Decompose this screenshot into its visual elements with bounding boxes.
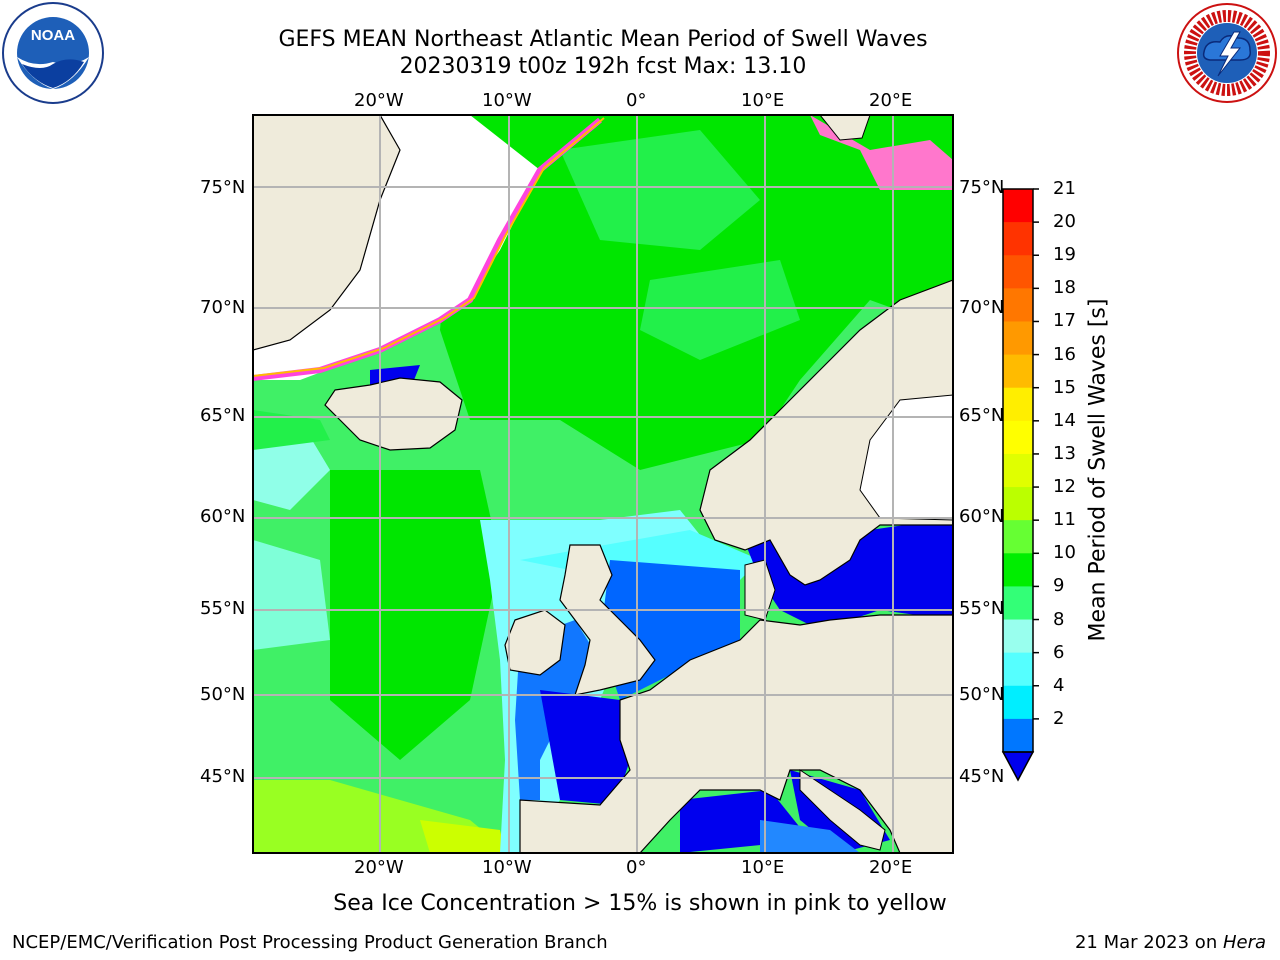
swell-zone-cyan-west	[253, 540, 330, 650]
land-ireland	[504, 609, 566, 676]
colorbar-tick-label: 11	[1053, 509, 1076, 531]
colorbar-segment	[1003, 387, 1033, 422]
colorbar-frame	[1002, 188, 1034, 753]
noaa-logo-text: NOAA	[31, 27, 75, 44]
lon-label-bottom-0: 0°	[626, 857, 647, 878]
sea-ice-note: Sea Ice Concentration > 15% is shown in …	[333, 891, 947, 916]
lat-label-left-55n: 55°N	[200, 598, 246, 619]
colorbar-tick-label: 14	[1053, 409, 1076, 431]
sea-ice-svalbard	[810, 115, 953, 190]
colorbar-tick-label: 21	[1053, 178, 1076, 199]
colorbar-tick-label: 4	[1053, 674, 1065, 696]
colorbar-segment	[1003, 288, 1033, 322]
colorbar-tick-label: 20	[1053, 211, 1076, 233]
colorbar-tick-label: 12	[1053, 476, 1076, 498]
swell-zone-yellow	[420, 820, 505, 853]
lat-label-right-60n: 60°N	[959, 506, 1005, 527]
lon-label-top-20w: 20°W	[354, 90, 404, 111]
lat-label-left-45n: 45°N	[200, 766, 246, 787]
swell-zone-green-mid	[330, 470, 500, 760]
lon-label-top-0: 0°	[626, 90, 647, 111]
lon-label-bottom-20e: 20°E	[869, 857, 913, 878]
colorbar-segment	[1003, 487, 1033, 521]
colorbar	[1001, 188, 1039, 782]
lon-label-bottom-10w: 10°W	[482, 857, 532, 878]
lat-label-left-60n: 60°N	[200, 506, 246, 527]
footer-date: 21 Mar 2023 on Hera	[1075, 932, 1266, 953]
noaa-logo: NOAA	[2, 2, 104, 104]
colorbar-tick-label: 15	[1053, 376, 1076, 398]
swell-patch	[640, 260, 800, 360]
lon-label-bottom-10e: 10°E	[741, 857, 785, 878]
colorbar-segment	[1003, 354, 1033, 389]
colorbar-segment	[1003, 453, 1033, 488]
footer-credit: NCEP/EMC/Verification Post Processing Pr…	[12, 932, 608, 953]
swell-patch	[253, 410, 330, 450]
lon-label-bottom-20w: 20°W	[354, 857, 404, 878]
colorbar-segment	[1003, 255, 1033, 289]
lat-label-left-75n: 75°N	[200, 177, 246, 198]
lon-label-top-10w: 10°W	[482, 90, 532, 111]
lat-label-right-75n: 75°N	[959, 177, 1005, 198]
land-europe	[519, 614, 953, 853]
colorbar-extend-arrow	[1001, 751, 1035, 782]
colorbar-segment	[1003, 420, 1033, 455]
land-finland-nodata	[859, 394, 953, 521]
swell-zone-blue-tyrrhenian	[760, 820, 860, 853]
colorbar-tick-label: 17	[1053, 310, 1076, 332]
lat-label-right-45n: 45°N	[959, 766, 1005, 787]
colorbar-segment	[1003, 222, 1033, 256]
land-greenland	[253, 115, 401, 351]
land-italy	[799, 769, 886, 851]
colorbar-segment	[1003, 321, 1033, 356]
colorbar-tick-label: 18	[1053, 277, 1076, 299]
colorbar-segment	[1003, 619, 1033, 654]
footer-host: Hera	[1222, 932, 1266, 953]
lon-label-top-10e: 10°E	[741, 90, 785, 111]
graticule	[253, 115, 953, 853]
colorbar-tick-label: 19	[1053, 244, 1076, 266]
map-area	[253, 115, 953, 853]
colorbar-tick-label: 16	[1053, 343, 1076, 365]
map-frame	[252, 114, 954, 854]
colorbar-tick-label: 10	[1053, 542, 1076, 564]
colorbar-tick-label: 13	[1053, 442, 1076, 464]
colorbar-segment	[1003, 189, 1033, 223]
colorbar-segment	[1003, 520, 1033, 554]
colorbar-segment	[1003, 553, 1033, 587]
lat-label-right-50n: 50°N	[959, 684, 1005, 705]
lat-label-right-70n: 70°N	[959, 297, 1005, 318]
colorbar-tick-label: 2	[1053, 707, 1065, 729]
colorbar-segment	[1003, 652, 1033, 687]
chart-subtitle: 20230319 t00z 192h fcst Max: 13.10	[399, 54, 807, 79]
land-denmark	[744, 559, 776, 621]
colorbar-segment	[1003, 685, 1033, 720]
lon-label-top-20e: 20°E	[869, 90, 913, 111]
lat-label-right-65n: 65°N	[959, 405, 1005, 426]
colorbar-tick-label: 6	[1053, 641, 1065, 663]
colorbar-tick-label: 9	[1053, 575, 1065, 597]
colorbar-tick-label: 8	[1053, 608, 1065, 630]
land-svalbard	[819, 115, 871, 141]
colorbar-segment	[1003, 586, 1033, 621]
colorbar-segment	[1003, 718, 1033, 753]
nws-logo	[1177, 3, 1277, 103]
lat-label-left-65n: 65°N	[200, 405, 246, 426]
swell-patch	[560, 130, 760, 250]
footer-date-text: 21 Mar 2023 on	[1074, 932, 1223, 953]
chart-title: GEFS MEAN Northeast Atlantic Mean Period…	[278, 27, 928, 52]
colorbar-label: Mean Period of Swell Waves [s]	[1085, 298, 1111, 642]
lat-label-left-70n: 70°N	[200, 297, 246, 318]
lat-label-right-55n: 55°N	[959, 598, 1005, 619]
lat-label-left-50n: 50°N	[200, 684, 246, 705]
swell-zone-blue-biscay	[540, 690, 630, 805]
